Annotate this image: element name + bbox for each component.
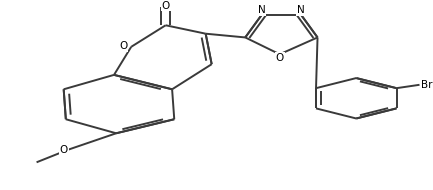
- Text: N: N: [258, 5, 265, 15]
- Text: O: O: [162, 1, 170, 11]
- Text: O: O: [60, 145, 68, 155]
- Text: O: O: [120, 41, 128, 51]
- Text: Br: Br: [420, 80, 432, 90]
- Text: O: O: [275, 53, 284, 63]
- Text: N: N: [297, 5, 305, 15]
